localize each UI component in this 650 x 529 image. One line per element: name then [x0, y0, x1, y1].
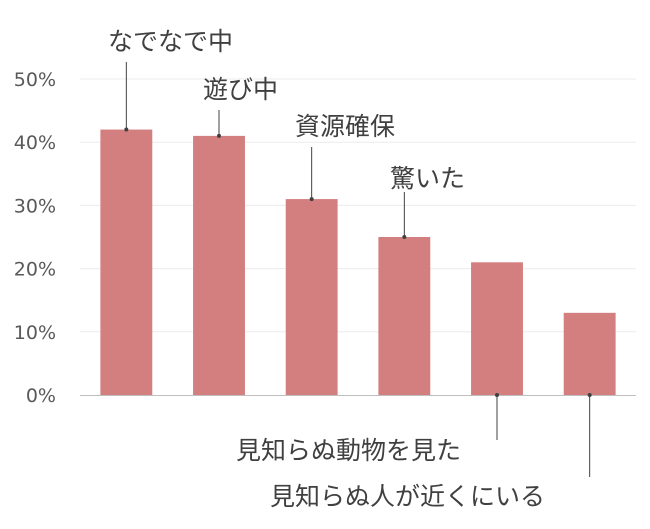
bar [193, 135, 245, 395]
y-tick-label: 50% [14, 69, 56, 91]
bars [100, 129, 616, 395]
category-label: 見知らぬ動物を見た [236, 436, 461, 465]
leader-dot [217, 133, 221, 138]
gridlines [80, 78, 636, 333]
y-tick-label: 10% [14, 322, 56, 344]
category-label: 資源確保 [295, 112, 395, 141]
leader-dot [309, 197, 314, 202]
y-tick-label: 0% [26, 385, 56, 407]
bar [100, 129, 153, 395]
leader-dot [124, 127, 129, 132]
leader-dot [402, 235, 407, 239]
category-label: 遊び中 [203, 75, 278, 104]
y-tick-label: 30% [14, 195, 56, 217]
category-label: 驚いた [390, 164, 465, 193]
bar [378, 237, 431, 395]
leader-dot [587, 393, 592, 397]
y-tick-label: 20% [14, 259, 56, 281]
bar [285, 199, 338, 395]
bar [471, 262, 523, 395]
label-leader-lines [124, 62, 592, 477]
y-axis-ticks: 0% 10% 20% 30% 40% 50% [14, 69, 56, 407]
y-tick-label: 40% [14, 132, 56, 154]
leader-dot [495, 393, 499, 397]
category-label: なでなで中 [108, 27, 233, 56]
category-label: 見知らぬ人が近くにいる [270, 482, 545, 511]
bar [563, 312, 616, 395]
